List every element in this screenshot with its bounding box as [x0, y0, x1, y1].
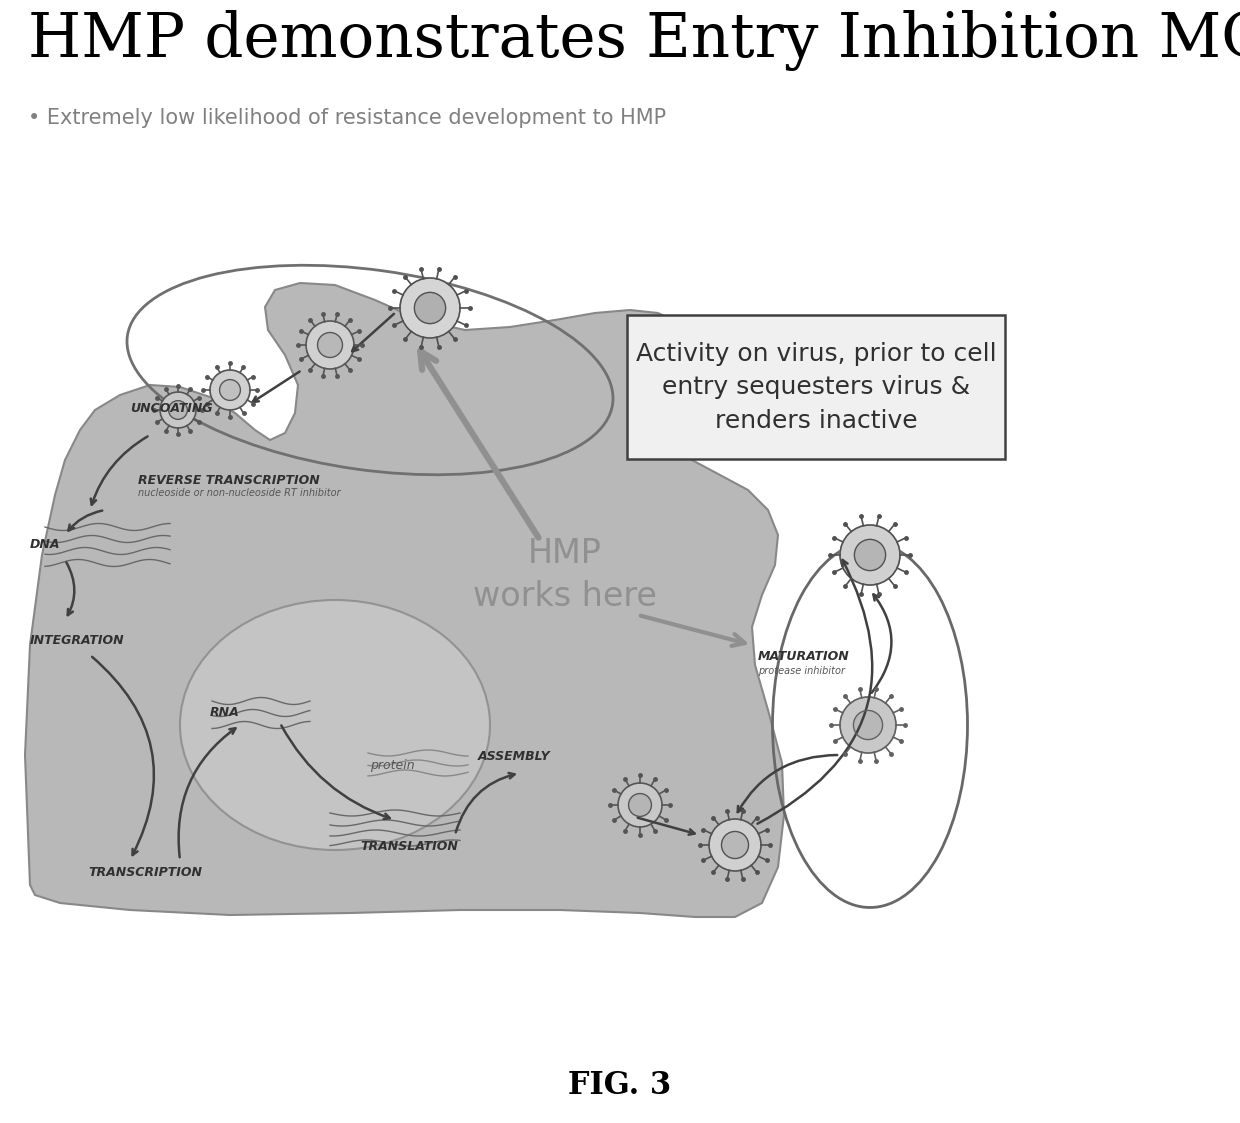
Text: protease inhibitor: protease inhibitor: [758, 666, 844, 676]
Circle shape: [854, 539, 885, 570]
Text: HMP demonstrates Entry Inhibition MOA: HMP demonstrates Entry Inhibition MOA: [29, 10, 1240, 71]
Text: DNA: DNA: [30, 539, 61, 551]
Text: INTEGRATION: INTEGRATION: [30, 633, 125, 647]
Circle shape: [306, 321, 353, 369]
Circle shape: [853, 711, 883, 740]
Circle shape: [401, 279, 460, 338]
Text: HMP
works here: HMP works here: [474, 537, 657, 613]
Polygon shape: [25, 283, 784, 917]
Circle shape: [618, 783, 662, 827]
Text: ASSEMBLY: ASSEMBLY: [477, 750, 551, 764]
Circle shape: [629, 794, 651, 816]
FancyBboxPatch shape: [627, 314, 1004, 459]
Text: protein: protein: [370, 758, 414, 772]
Text: REVERSE TRANSCRIPTION: REVERSE TRANSCRIPTION: [138, 474, 320, 486]
Circle shape: [722, 831, 749, 858]
Text: • Extremely low likelihood of resistance development to HMP: • Extremely low likelihood of resistance…: [29, 108, 666, 128]
Text: Activity on virus, prior to cell
entry sequesters virus &
renders inactive: Activity on virus, prior to cell entry s…: [636, 341, 996, 432]
Circle shape: [414, 292, 445, 323]
Text: TRANSLATION: TRANSLATION: [360, 840, 458, 853]
Circle shape: [210, 369, 250, 410]
Circle shape: [169, 401, 187, 419]
Text: FIG. 3: FIG. 3: [568, 1069, 672, 1101]
Circle shape: [317, 332, 342, 357]
Text: UNCOATING: UNCOATING: [130, 402, 212, 414]
Text: nucleoside or non-nucleoside RT inhibitor: nucleoside or non-nucleoside RT inhibito…: [138, 489, 341, 497]
Circle shape: [160, 392, 196, 428]
Circle shape: [839, 697, 897, 754]
Circle shape: [839, 524, 900, 585]
Text: MATURATION: MATURATION: [758, 650, 849, 664]
Circle shape: [709, 819, 761, 871]
Text: RNA: RNA: [210, 705, 239, 719]
Text: TRANSCRIPTION: TRANSCRIPTION: [88, 867, 202, 879]
Circle shape: [219, 380, 241, 401]
Ellipse shape: [180, 600, 490, 850]
